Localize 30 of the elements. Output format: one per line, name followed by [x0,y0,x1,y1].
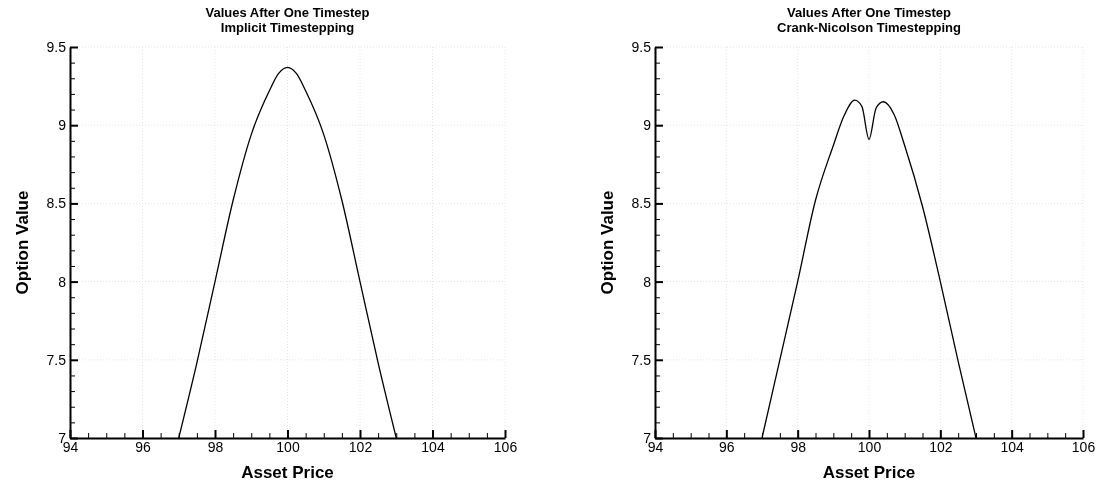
x-tick-label: 102 [348,438,373,455]
y-tick-label: 7.5 [46,351,67,368]
x-tick-label: 106 [493,438,518,455]
x-tick-label: 100 [276,438,300,455]
chart-title: Values After One Timestep Implicit Timestepping [205,5,370,35]
x-tick-label: 94 [647,438,664,455]
y-tick-label: 7.5 [631,351,652,368]
x-tick-label: 104 [1000,438,1025,455]
y-axis-title: Option Value [598,190,617,295]
y-tick-label: 9 [643,117,652,134]
x-tick-label: 102 [929,438,953,455]
x-tick-label: 106 [1071,438,1096,455]
x-tick-label: 100 [857,438,882,455]
chart-title: Values After One Timestep Crank-Nicolson Timestepping [777,5,962,35]
y-tick-label: 8.5 [631,195,652,212]
x-tick-label: 96 [135,438,151,455]
y-tick-label: 8.5 [46,195,67,212]
x-axis-title: Asset Price [241,463,334,482]
x-tick-label: 98 [207,438,224,455]
y-tick-label: 9.5 [631,38,652,55]
y-tick-label: 9 [58,117,67,134]
y-tick-label: 8 [643,273,652,290]
y-tick-label: 9.5 [46,38,67,55]
x-tick-label: 104 [421,438,445,455]
x-axis-title: Asset Price [822,463,916,482]
x-tick-label: 96 [719,438,735,455]
x-tick-label: 94 [62,438,79,455]
y-tick-label: 8 [58,273,67,290]
y-axis-title: Option Value [13,190,32,295]
x-tick-label: 98 [790,438,807,455]
